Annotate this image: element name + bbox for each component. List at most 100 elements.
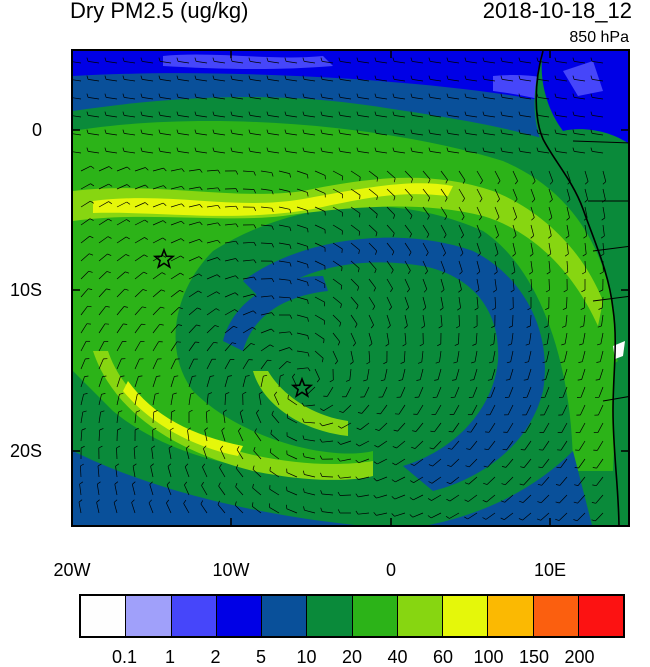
wind-barb — [422, 224, 430, 235]
wind-barb-flag — [245, 375, 250, 377]
wind-barb — [525, 422, 532, 433]
wind-barb-flag — [145, 167, 149, 171]
wind-barb-flag — [212, 93, 215, 98]
wind-barb — [470, 422, 478, 433]
wind-barb-flag — [363, 379, 368, 382]
wind-barb — [368, 242, 377, 252]
wind-barb-flag — [579, 325, 584, 328]
colorbar-label: 5 — [255, 647, 266, 667]
wind-barb-flag — [354, 323, 358, 328]
wind-barb — [581, 368, 586, 380]
wind-barb — [436, 386, 442, 398]
wind-barb-flag — [235, 188, 239, 193]
wind-barb-flag — [158, 93, 161, 98]
wind-barb-flag — [122, 111, 125, 116]
wind-barb — [286, 508, 298, 514]
wind-barb-flag — [577, 379, 582, 381]
wind-barb-flag — [117, 427, 122, 431]
wind-barb — [224, 325, 234, 334]
wind-barb-flag — [150, 463, 154, 467]
wind-barb-flag — [198, 290, 202, 294]
wind-barb — [358, 61, 370, 64]
wind-barb — [596, 458, 604, 469]
wind-barb — [88, 61, 100, 64]
wind-barb — [403, 350, 406, 363]
wind-barb — [430, 512, 442, 519]
wind-barb — [434, 422, 442, 433]
wind-barb-flag — [302, 452, 305, 457]
wind-barb-flag — [572, 147, 575, 152]
wind-barb-flag — [547, 253, 552, 257]
wind-barb — [166, 502, 172, 514]
wind-barb-flag — [338, 147, 341, 152]
wind-barb — [80, 270, 89, 280]
wind-barb-flag — [357, 268, 360, 273]
wind-barb — [469, 458, 478, 468]
wind-barb-flag — [385, 343, 390, 347]
wind-barb — [404, 314, 408, 326]
wind-barb-flag — [105, 305, 110, 308]
wind-barb-flag — [99, 428, 104, 431]
wind-barb-flag — [508, 325, 513, 328]
wind-barb-flag — [337, 509, 341, 514]
wind-barb — [332, 350, 338, 362]
wind-barb-flag — [584, 199, 588, 203]
wind-barb-flag — [554, 93, 557, 98]
wind-barb — [382, 386, 388, 398]
wind-barb — [98, 236, 109, 244]
wind-barb — [412, 151, 424, 154]
wind-barb-flag — [187, 427, 192, 431]
wind-barb — [332, 206, 343, 213]
wind-barb-flag — [158, 111, 161, 116]
wind-barb — [556, 97, 568, 100]
wind-barb — [152, 185, 164, 190]
wind-barb — [560, 458, 568, 469]
wind-barb — [152, 237, 163, 244]
wind-barb-flag — [338, 93, 341, 98]
wind-barb — [576, 512, 586, 522]
wind-barb — [440, 314, 443, 326]
colorbar-swatch — [488, 596, 534, 636]
wind-barb — [566, 296, 568, 309]
wind-barb — [556, 115, 568, 118]
wind-barb-flag — [320, 507, 323, 512]
wind-barb-flag — [162, 237, 167, 241]
wind-barb-flag — [271, 410, 274, 415]
wind-barb — [358, 133, 370, 136]
wind-barb-flag — [464, 516, 468, 520]
wind-barb — [80, 465, 82, 478]
wind-barb-flag — [188, 409, 193, 413]
wind-barb-flag — [253, 293, 257, 298]
wind-barb-flag — [592, 467, 597, 469]
wind-barb — [206, 204, 218, 208]
wind-barb-flag — [460, 234, 464, 239]
wind-barb-flag — [352, 342, 356, 347]
wind-barb-flag — [410, 215, 413, 220]
wind-barb-flag — [122, 93, 125, 98]
wind-barb-flag — [214, 325, 219, 328]
wind-barb-flag — [460, 252, 464, 257]
wind-barb — [449, 512, 460, 519]
wind-barb-flag — [232, 342, 237, 345]
colorbar-swatch — [533, 596, 579, 636]
wind-barb — [592, 133, 604, 136]
wind-barb — [214, 97, 226, 100]
wind-barb — [88, 79, 100, 82]
wind-barb — [400, 386, 406, 398]
wind-barb — [350, 278, 359, 288]
wind-barb-flag — [289, 262, 292, 267]
colorbar-label: 60 — [432, 647, 454, 667]
wind-barb — [402, 368, 406, 380]
wind-barb-flag — [284, 93, 287, 98]
wind-barb-flag — [134, 427, 139, 431]
wind-barb — [394, 61, 406, 64]
wind-barb — [494, 170, 501, 181]
wind-barb — [440, 224, 447, 235]
wind-barb — [260, 359, 268, 370]
wind-barb-flag — [334, 360, 338, 365]
wind-barb-flag — [554, 57, 557, 62]
wind-barb — [577, 476, 586, 486]
wind-barb — [287, 417, 298, 424]
wind-barb — [80, 165, 91, 172]
wind-barb-flag — [176, 93, 179, 98]
